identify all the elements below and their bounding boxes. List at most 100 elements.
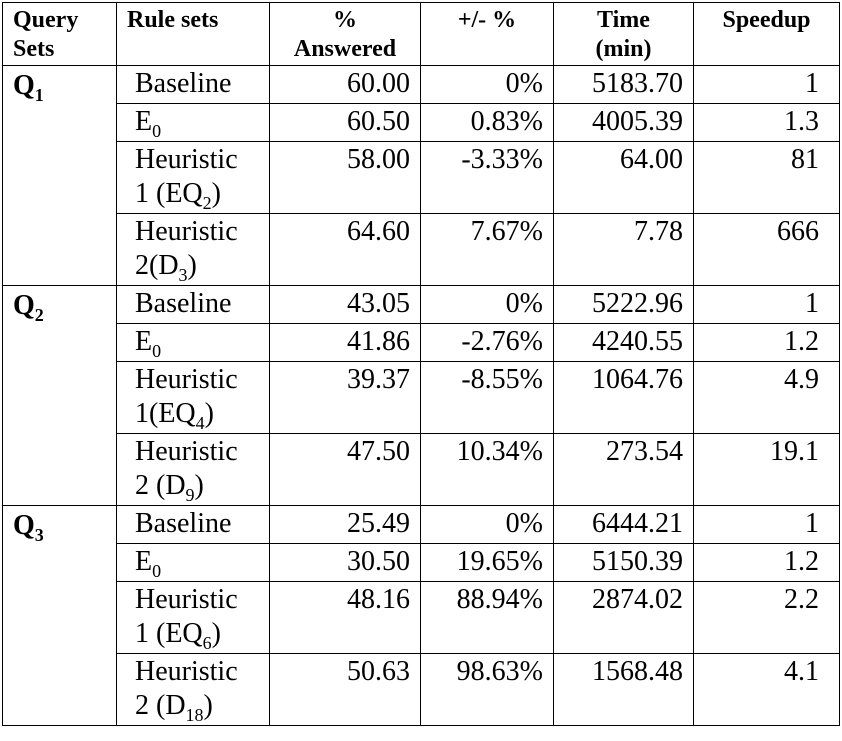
rule-set-line1: E0 — [135, 545, 251, 581]
header-query-sets-line1: Query — [13, 7, 79, 33]
rule-set-line1: Heuristic — [135, 583, 251, 617]
time-cell: 273.54 — [553, 433, 694, 506]
table-row: Heuristic 2 (D9) 47.50 10.34% 273.54 19.1 — [3, 433, 840, 506]
rule-set-detail-subscript: 3 — [178, 265, 188, 285]
rule-set-cell: Heuristic 2 (D18) — [116, 653, 270, 726]
rule-set-line2: 2(D3) — [135, 249, 251, 285]
rule-set-line1: Heuristic — [135, 435, 251, 469]
rule-set-name: Heuristic — [135, 656, 238, 687]
plus-minus-cell: -8.55% — [420, 361, 554, 434]
plus-minus-cell: 7.67% — [420, 213, 554, 286]
rule-set-line1: Heuristic — [135, 143, 251, 177]
rule-set-cell: Baseline — [116, 65, 270, 104]
speedup-cell: 81 — [693, 141, 840, 214]
query-set-subscript: 2 — [34, 305, 44, 325]
time-cell: 1064.76 — [553, 361, 694, 434]
rule-set-subscript: 0 — [152, 341, 162, 361]
speedup-cell: 1.2 — [693, 543, 840, 582]
header-time-line2: (min) — [595, 36, 652, 62]
speedup-cell: 4.1 — [693, 653, 840, 726]
rule-set-line1: Baseline — [135, 507, 251, 541]
rule-set-line2: 1(EQ4) — [135, 397, 251, 433]
pct-answered-cell: 60.50 — [269, 103, 421, 142]
time-cell: 5150.39 — [553, 543, 694, 582]
rule-set-name: Heuristic — [135, 144, 238, 175]
query-set-cell: Q3 — [2, 505, 117, 726]
query-set-label: Q — [13, 70, 35, 101]
table-row: Heuristic 2(D3) 64.60 7.67% 7.78 666 — [3, 213, 840, 286]
rule-set-detail: 1 (EQ — [135, 178, 203, 209]
table-row: Heuristic 1(EQ4) 39.37 -8.55% 1064.76 4.9 — [3, 361, 840, 434]
header-rule-sets: Rule sets — [116, 2, 270, 66]
time-cell: 5183.70 — [553, 65, 694, 104]
plus-minus-cell: 98.63% — [420, 653, 554, 726]
table-row: Heuristic 2 (D18) 50.63 98.63% 1568.48 4.1 — [3, 653, 840, 726]
query-set-cell: Q2 — [2, 285, 117, 506]
rule-set-detail-close: ) — [211, 178, 221, 209]
plus-minus-cell: 0% — [420, 505, 554, 544]
rule-set-cell: Heuristic 1 (EQ6) — [116, 581, 270, 654]
rule-set-line1: E0 — [135, 325, 251, 361]
time-cell: 1568.48 — [553, 653, 694, 726]
pct-answered-cell: 43.05 — [269, 285, 421, 324]
rule-set-line1: Heuristic — [135, 215, 251, 249]
pct-answered-cell: 30.50 — [269, 543, 421, 582]
time-cell: 6444.21 — [553, 505, 694, 544]
rule-set-line2: 1 (EQ2) — [135, 177, 251, 212]
table-row: Q2 Baseline 43.05 0% 5222.96 1 — [2, 285, 840, 506]
pct-answered-cell: 48.16 — [269, 581, 421, 654]
time-cell: 4005.39 — [553, 103, 694, 142]
rule-set-detail-subscript: 6 — [202, 633, 212, 653]
rule-set-cell: E0 — [116, 543, 270, 582]
rule-set-line2: 2 (D18) — [135, 689, 251, 724]
plus-minus-cell: 10.34% — [420, 433, 554, 506]
rule-set-detail-subscript: 4 — [195, 413, 205, 433]
table-row: E0 60.50 0.83% 4005.39 1.3 — [3, 103, 840, 142]
rule-set-cell: Baseline — [116, 505, 270, 544]
pct-answered-cell: 47.50 — [269, 433, 421, 506]
speedup-cell: 1 — [693, 505, 840, 544]
speedup-cell: 1 — [693, 285, 840, 324]
rule-set-name: Heuristic — [135, 364, 238, 395]
pct-answered-cell: 39.37 — [269, 361, 421, 434]
time-cell: 4240.55 — [553, 323, 694, 362]
table-row: E0 30.50 19.65% 5150.39 1.2 — [3, 543, 840, 582]
rule-set-detail: 1(EQ — [135, 398, 196, 429]
time-cell: 5222.96 — [553, 285, 694, 324]
rule-set-name: Heuristic — [135, 216, 238, 247]
rule-set-detail: 2(D — [135, 250, 179, 281]
rule-set-line2: 2 (D9) — [135, 469, 251, 504]
table-row: Heuristic 1 (EQ6) 48.16 88.94% 2874.02 2.2 — [3, 581, 840, 654]
rule-set-cell: E0 — [116, 323, 270, 362]
pct-answered-cell: 25.49 — [269, 505, 421, 544]
pct-answered-cell: 58.00 — [269, 141, 421, 214]
rule-set-name: E — [135, 326, 153, 357]
rule-set-cell: Heuristic 2 (D9) — [116, 433, 270, 506]
speedup-cell: 4.9 — [693, 361, 840, 434]
query-set-subscript: 1 — [34, 85, 44, 105]
rule-set-name: Heuristic — [135, 584, 238, 615]
rule-set-line1: Baseline — [135, 287, 251, 321]
rule-set-cell: Heuristic 1 (EQ2) — [116, 141, 270, 214]
rule-set-name: Baseline — [135, 288, 232, 319]
table-body: Q1 Baseline 60.00 0% 5183.70 1 E0 60.50 0.83% 400… — [2, 65, 840, 726]
plus-minus-cell: 19.65% — [420, 543, 554, 582]
rule-set-line1: Heuristic — [135, 363, 251, 397]
plus-minus-cell: 0% — [420, 285, 554, 324]
rule-set-subscript: 0 — [152, 561, 162, 581]
rule-set-line1: Baseline — [135, 67, 251, 101]
header-query-sets-line2: Sets — [13, 36, 55, 62]
plus-minus-cell: -2.76% — [420, 323, 554, 362]
plus-minus-cell: -3.33% — [420, 141, 554, 214]
header-pct-answered: % Answered — [269, 2, 421, 66]
time-cell: 64.00 — [553, 141, 694, 214]
plus-minus-cell: 88.94% — [420, 581, 554, 654]
table-row: E0 41.86 -2.76% 4240.55 1.2 — [3, 323, 840, 362]
speedup-cell: 1.3 — [693, 103, 840, 142]
rule-set-detail-close: ) — [204, 398, 214, 429]
time-cell: 7.78 — [553, 213, 694, 286]
header-time: Time (min) — [553, 2, 694, 66]
header-pct-answered-line1: % — [333, 7, 357, 33]
query-set-label: Q — [13, 510, 35, 541]
rule-set-line1: E0 — [135, 105, 251, 140]
